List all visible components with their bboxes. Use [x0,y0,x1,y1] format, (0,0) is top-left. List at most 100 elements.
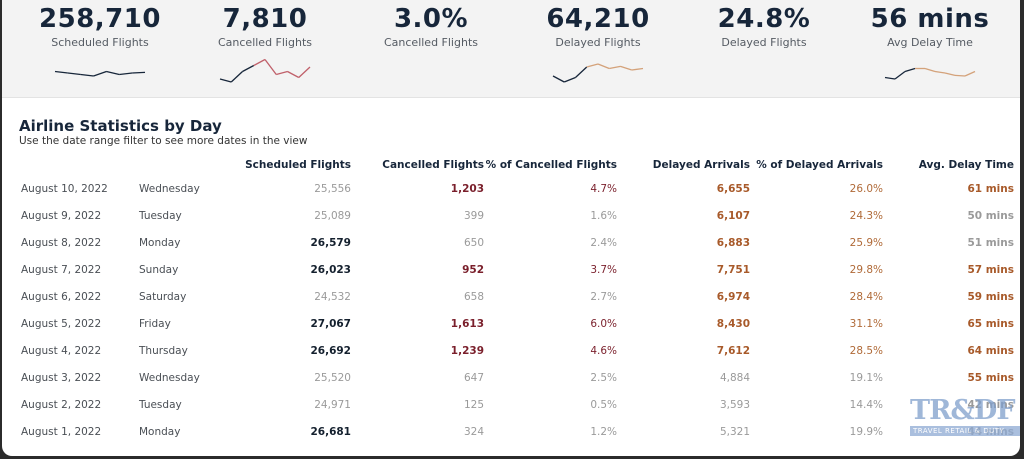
avg-delay-cell: 57 mins [967,263,1014,276]
delayed-cell: 4,884 [719,371,750,384]
delayed-cell: 6,655 [716,182,750,195]
table-row[interactable]: August 9, 2022 Tuesday 25,089 399 1.6% 6,107 2… [17,202,1014,229]
kpi-label: Delayed Flights [555,36,641,49]
pct-delayed-cell: 24.3% [849,209,883,222]
delayed-cell: 6,974 [716,290,750,303]
pct-cancelled-cell: 2.5% [590,371,617,384]
scheduled-cell: 26,023 [310,263,351,276]
sparkline-segment [894,70,906,80]
sparkline-segment [106,70,120,76]
day-cell: Monday [139,236,181,249]
sparkline-segment [219,78,232,83]
sparkline-segment [944,72,956,77]
table-row[interactable]: August 10, 2022 Wednesday 25,556 1,203 4.7% 6… [17,175,1014,202]
kpi-value: 24.8% [717,4,811,34]
table-row[interactable]: August 3, 2022 Wednesday 25,520 647 2.5% 4,88… [17,364,1014,391]
kpi-strip: 258,710 Scheduled Flights 7,810 Cancelle… [2,0,1020,98]
day-cell: Sunday [139,263,179,276]
col-header-cancelled[interactable]: Cancelled Flights [382,159,484,171]
kpi-value: 56 mins [870,4,990,34]
col-header-scheduled[interactable]: Scheduled Flights [245,159,351,171]
kpi-delayed-pct[interactable]: 24.8% Delayed Flights [679,2,849,50]
sparkline-segment [904,67,916,73]
pct-delayed-cell: 28.5% [849,344,883,357]
date-cell: August 3, 2022 [21,371,102,384]
day-cell: Monday [139,425,181,438]
pct-delayed-cell: 28.4% [849,290,883,303]
pct-delayed-cell: 29.8% [849,263,883,276]
day-cell: Wednesday [139,182,200,195]
cancelled-cell: 952 [462,263,484,276]
sparkline-segment [597,63,610,70]
pct-cancelled-cell: 2.7% [590,290,617,303]
cancelled-cell: 125 [463,398,484,411]
cancelled-cell: 324 [463,425,484,438]
sparkline-segment [253,58,266,67]
avg-delay-cell: 61 mins [967,182,1014,195]
table-row[interactable]: August 2, 2022 Tuesday 24,971 125 0.5% 3,593 1… [17,391,1014,418]
date-cell: August 9, 2022 [21,209,102,222]
col-header-pct-cancelled[interactable]: % of Cancelled Flights [485,159,617,171]
sparkline-segment [119,72,133,76]
scheduled-cell: 26,681 [310,425,351,438]
cancelled-cell: 1,203 [450,182,484,195]
date-cell: August 6, 2022 [21,290,102,303]
date-cell: August 8, 2022 [21,236,102,249]
table-row[interactable]: August 8, 2022 Monday 26,579 650 2.4% 6,883 25… [17,229,1014,256]
pct-cancelled-cell: 3.7% [590,263,617,276]
sparkline-avg-delay [884,67,976,80]
section-subtitle: Use the date range filter to see more da… [19,135,308,147]
sparkline-segment [54,70,68,74]
avg-delay-cell: 64 mins [967,344,1014,357]
col-header-delayed[interactable]: Delayed Arrivals [652,159,750,171]
kpi-label: Cancelled Flights [217,36,312,49]
delayed-cell: 6,107 [716,209,750,222]
date-cell: August 1, 2022 [21,425,102,438]
pct-delayed-cell: 19.9% [849,425,883,438]
date-cell: August 7, 2022 [21,263,102,276]
table-row[interactable]: August 5, 2022 Friday 27,067 1,613 6.0% 8,430… [17,310,1014,337]
table-row[interactable]: August 7, 2022 Sunday 26,023 952 3.7% 7,751 29… [17,256,1014,283]
kpi-value: 7,810 [222,4,308,34]
sparkline-segment [620,65,632,71]
sparkline-cancelled-flights [219,58,311,83]
kpi-cancelled-flights[interactable]: 7,810 Cancelled Flights [180,2,350,83]
table-row[interactable]: August 6, 2022 Saturday 24,532 658 2.7% 6,974… [17,283,1014,310]
kpi-cancelled-pct[interactable]: 3.0% Cancelled Flights [346,2,516,50]
kpi-label: Avg Delay Time [887,36,973,49]
kpi-label: Scheduled Flights [51,36,149,49]
kpi-delayed-flights[interactable]: 64,210 Delayed Flights [513,2,683,83]
sparkline-segment [298,66,311,78]
pct-delayed-cell: 26.0% [849,182,883,195]
kpi-value: 3.0% [393,4,469,34]
delayed-cell: 7,612 [716,344,750,357]
sparkline-segment [586,63,599,68]
airline-stats-table: Scheduled Flights Cancelled Flights % of… [17,155,1014,445]
delayed-cell: 3,593 [719,398,750,411]
col-header-pct-delayed[interactable]: % of Delayed Arrivals [756,159,883,171]
sparkline-segment [609,65,621,70]
avg-delay-cell: 59 mins [967,290,1014,303]
table-row[interactable]: August 1, 2022 Monday 26,681 324 1.2% 5,321 19… [17,418,1014,445]
sparkline-segment [242,64,255,73]
watermark-text: TR&DF [910,395,1016,426]
date-cell: August 5, 2022 [21,317,102,330]
kpi-scheduled-flights[interactable]: 258,710 Scheduled Flights [15,2,185,77]
col-header-avg-delay[interactable]: Avg. Delay Time [918,159,1014,171]
sparkline-segment [276,70,288,76]
day-cell: Saturday [139,290,187,303]
sparkline-segment [230,71,243,83]
date-cell: August 2, 2022 [21,398,102,411]
table-row[interactable]: August 4, 2022 Thursday 26,692 1,239 4.6% 7,6… [17,337,1014,364]
day-cell: Friday [139,317,171,330]
sparkline-segment [964,70,976,77]
pct-cancelled-cell: 6.0% [590,317,617,330]
kpi-avg-delay[interactable]: 56 mins Avg Delay Time [845,2,1015,80]
table-body: August 10, 2022 Wednesday 25,556 1,203 4.7% 6… [17,175,1014,445]
sparkline-segment [287,70,300,79]
pct-cancelled-cell: 2.4% [590,236,617,249]
pct-delayed-cell: 25.9% [849,236,883,249]
delayed-cell: 8,430 [716,317,750,330]
section-title: Airline Statistics by Day [19,117,222,135]
sparkline-segment [93,70,107,77]
